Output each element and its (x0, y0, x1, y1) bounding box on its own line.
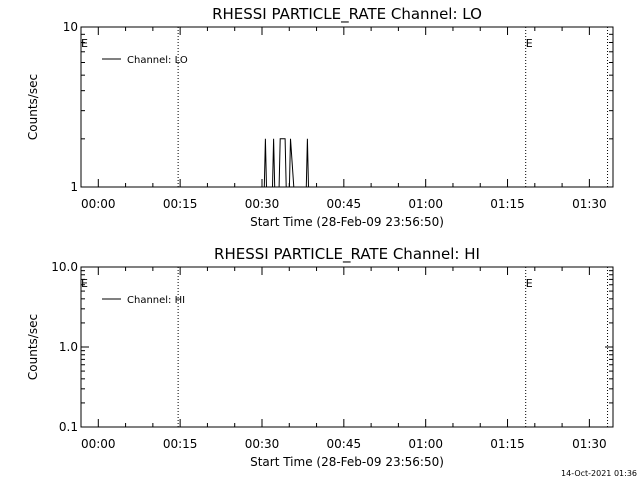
x-tick-label: 01:30 (572, 437, 607, 451)
eclipse-marker: E (526, 37, 533, 50)
y-axis-label: Counts/sec (26, 74, 40, 140)
x-tick-label: 00:30 (245, 437, 280, 451)
y-tick-label: 1 (70, 180, 78, 194)
x-tick-label: 01:30 (572, 197, 607, 211)
panel-hi: RHESSI PARTICLE_RATE Channel: HI Start Ti… (26, 245, 614, 469)
x-tick-label: 00:45 (327, 437, 362, 451)
x-tick-label: 00:45 (327, 197, 362, 211)
y-tick-label: 10.0 (51, 260, 78, 274)
panel-lo: RHESSI PARTICLE_RATE Channel: LO Start Ti… (26, 5, 614, 229)
x-tick-label: 00:15 (163, 197, 198, 211)
x-tick-label: 01:15 (490, 197, 525, 211)
x-tick-label: 01:00 (408, 437, 443, 451)
y-axis-label: Counts/sec (26, 314, 40, 380)
x-tick-label: 00:00 (81, 197, 116, 211)
series-line (263, 138, 309, 188)
plot-frame (80, 26, 614, 188)
legend-label: Channel: LO (127, 55, 188, 66)
eclipse-marker: E (526, 277, 533, 290)
x-tick-label: 01:15 (490, 437, 525, 451)
x-axis-label: Start Time (28-Feb-09 23:56:50) (250, 215, 444, 229)
x-tick-label: 00:15 (163, 437, 198, 451)
x-tick-label: 00:30 (245, 197, 280, 211)
chart-title: RHESSI PARTICLE_RATE Channel: LO (212, 5, 482, 24)
plot-frame (80, 266, 614, 428)
x-tick-label: 00:00 (81, 437, 116, 451)
eclipse-marker: E (81, 277, 88, 290)
y-tick-label: 1.0 (59, 340, 78, 354)
eclipse-marker: E (81, 37, 88, 50)
y-tick-label: 10 (63, 20, 78, 34)
chart-title: RHESSI PARTICLE_RATE Channel: HI (214, 245, 480, 264)
legend-label: Channel: HI (127, 295, 185, 306)
x-tick-label: 01:00 (408, 197, 443, 211)
timestamp: 14-Oct-2021 01:36 (561, 469, 637, 478)
x-axis-label: Start Time (28-Feb-09 23:56:50) (250, 455, 444, 469)
y-tick-label: 0.1 (59, 420, 78, 434)
